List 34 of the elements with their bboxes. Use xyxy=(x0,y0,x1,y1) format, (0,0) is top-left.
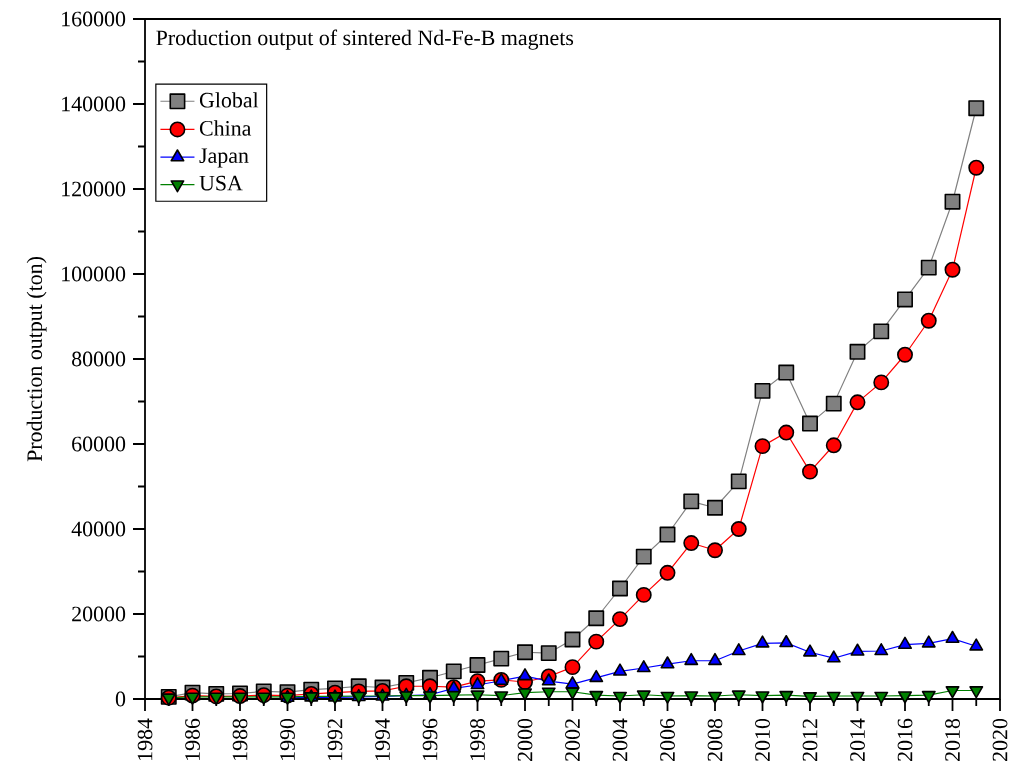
y-tick-label: 140000 xyxy=(62,96,126,112)
legend-label: Global xyxy=(199,92,259,108)
y-axis-title: Production output (ton) xyxy=(26,257,47,462)
x-tick-label: 2010 xyxy=(755,718,770,761)
x-tick-label: 1996 xyxy=(422,718,438,760)
x-tick-label: 1986 xyxy=(185,718,200,760)
y-tick-label: 80000 xyxy=(72,351,126,367)
legend-label: USA xyxy=(199,175,243,191)
x-tick-label: 1994 xyxy=(375,718,390,760)
x-tick-label: 2016 xyxy=(897,718,913,761)
x-tick-label: 2012 xyxy=(802,719,818,761)
y-tick-label: 40000 xyxy=(71,521,126,537)
y-tick-label: 20000 xyxy=(72,606,126,622)
x-tick-label: 2014 xyxy=(850,718,865,761)
x-tick-label: 1992 xyxy=(327,719,343,760)
x-tick-label: 2018 xyxy=(945,718,960,761)
x-tick-label: 2020 xyxy=(992,718,1008,761)
x-tick-label: 1998 xyxy=(470,718,485,760)
x-tick-label: 2008 xyxy=(707,718,723,761)
chart-title: Production output of sintered Nd-Fe-B magnets xyxy=(156,29,574,50)
x-tick-label: 2006 xyxy=(660,718,675,761)
x-tick-label: 2002 xyxy=(565,719,580,761)
y-tick-label: 120000 xyxy=(62,181,126,197)
y-tick-label: 0 xyxy=(115,691,126,707)
x-tick-label: 1984 xyxy=(137,718,153,760)
y-tick-label: 100000 xyxy=(62,266,126,282)
x-tick-label: 1988 xyxy=(232,718,248,760)
y-tick-label: 60000 xyxy=(72,436,126,452)
x-tick-label: 2000 xyxy=(517,718,533,761)
y-tick-label: 160000 xyxy=(62,11,126,27)
legend-label: China xyxy=(199,120,252,136)
x-tick-label: 1990 xyxy=(280,718,295,760)
legend-label: Japan xyxy=(199,148,249,168)
x-tick-label: 2004 xyxy=(612,718,628,761)
